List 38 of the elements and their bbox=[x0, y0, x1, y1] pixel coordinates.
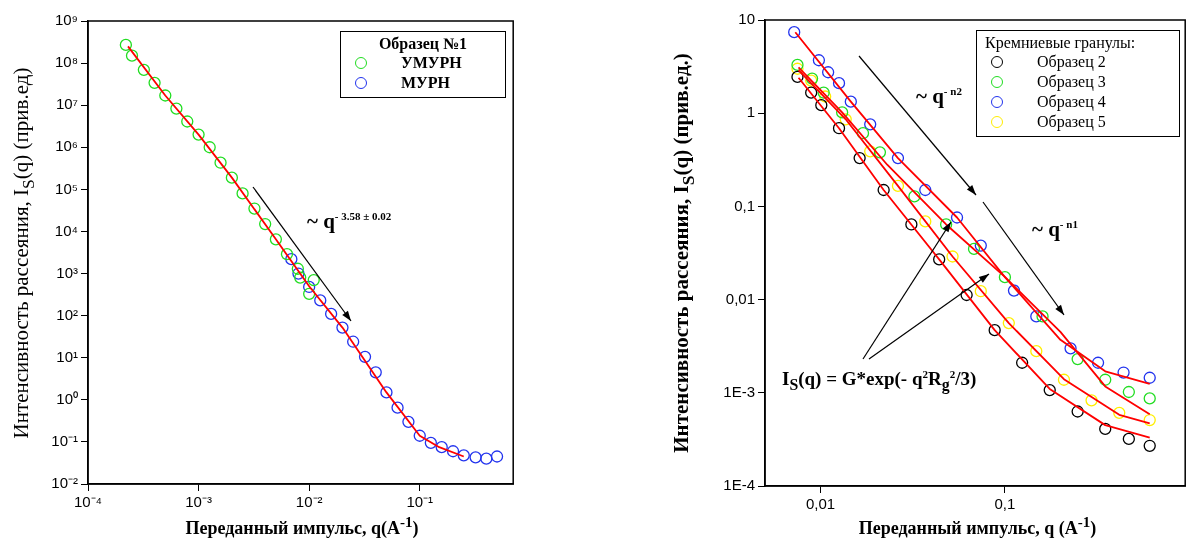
legend-label: Образец 4 bbox=[1037, 93, 1106, 111]
x-tick-label: 0,1 bbox=[994, 495, 1016, 513]
y-tick-label: 10⁰ bbox=[56, 389, 78, 407]
legend-label: Образец 3 bbox=[1037, 73, 1106, 91]
annotation: ~ q$^{- n2}$ bbox=[916, 84, 962, 109]
annotation: I$_{S}$(q) = G*exp(- q$^{2}$R$_{g}$$^{2}$/3) bbox=[782, 368, 977, 395]
x-tick-label: 10⁻² bbox=[295, 493, 323, 511]
legend-label: УМУРН bbox=[401, 54, 462, 72]
y-tick-label: 10⁹ bbox=[54, 11, 78, 29]
x-tick-label: 10⁻⁴ bbox=[73, 493, 103, 511]
y-tick-label: 10⁵ bbox=[55, 179, 78, 197]
legend-title: Кремниевые гранулы: bbox=[985, 34, 1137, 52]
y-tick-label: 10⁸ bbox=[54, 53, 78, 71]
x-tick-label: 10⁻³ bbox=[185, 493, 212, 511]
y-tick-label: 10 bbox=[738, 10, 755, 28]
x-tick-label: 0,01 bbox=[805, 495, 836, 513]
y-tick-label: 10⁷ bbox=[55, 95, 78, 113]
x-axis-title: Переданный импульс, q (A$^{-1}$) bbox=[858, 514, 1097, 539]
y-tick-label: 10⁻² bbox=[51, 474, 78, 492]
y-tick-label: 10² bbox=[56, 305, 78, 323]
legend-label: Образец 2 bbox=[1037, 53, 1106, 71]
legend-label: МУРН bbox=[401, 74, 451, 92]
legend-label: Образец 5 bbox=[1037, 113, 1106, 131]
annotation: ~ q$^{- n1}$ bbox=[1032, 217, 1078, 242]
x-tick-label: 10⁻¹ bbox=[406, 493, 434, 511]
y-tick-label: 0,01 bbox=[725, 289, 755, 307]
x-axis-title: Переданный импульс, q(A$^{-1}$) bbox=[185, 514, 419, 539]
y-tick-label: 10⁶ bbox=[55, 137, 78, 155]
y-tick-label: 10³ bbox=[56, 263, 78, 281]
y-tick-label: 10¹ bbox=[56, 347, 78, 365]
legend-title: Образец №1 bbox=[377, 35, 469, 53]
y-tick-label: 0,1 bbox=[734, 196, 755, 214]
y-tick-label: 1E-3 bbox=[723, 382, 755, 400]
y-tick-label: 10⁻¹ bbox=[51, 432, 78, 450]
y-tick-label: 1 bbox=[746, 103, 755, 121]
y-tick-label: 1E-4 bbox=[723, 476, 755, 494]
annotation: ~ q$^{- 3.58 ± 0.02}$ bbox=[307, 209, 392, 234]
y-tick-label: 10⁴ bbox=[54, 221, 78, 239]
